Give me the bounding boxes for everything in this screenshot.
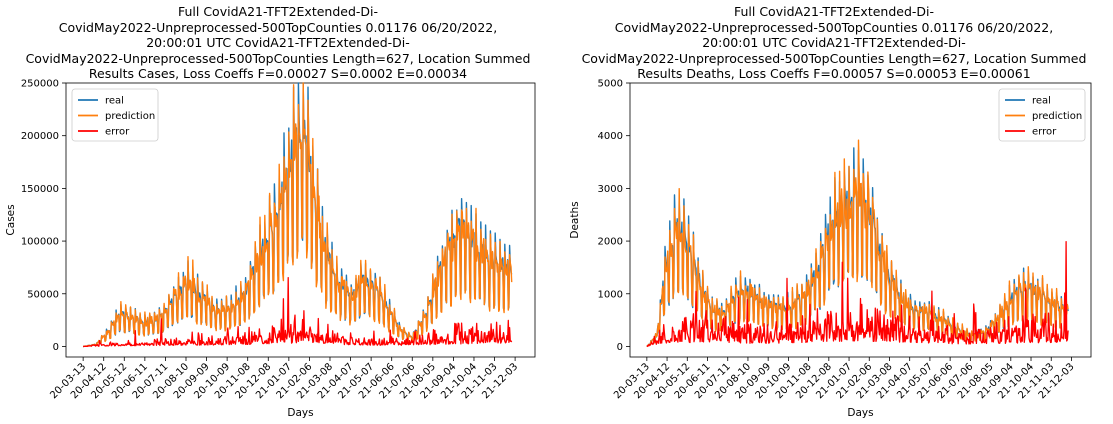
title-line: CovidMay2022-Unpreprocessed-500TopCounti… bbox=[58, 19, 498, 35]
y-tick-label: 0 bbox=[53, 342, 59, 353]
title-line: Results Deaths, Loss Coeffs F=0.00057 S=… bbox=[637, 66, 1031, 82]
legend-label: error bbox=[1032, 127, 1057, 138]
x-axis-label: Days bbox=[847, 407, 873, 419]
deaths-chart-panel: Full CovidA21-TFT2Extended-Di- CovidMay2… bbox=[556, 0, 1113, 424]
title-line: 20:00:01 UTC CovidA21-TFT2Extended-Di- bbox=[702, 35, 966, 51]
legend-box bbox=[998, 88, 1086, 142]
plot-frame bbox=[65, 82, 536, 358]
series-error-line bbox=[83, 276, 513, 348]
y-tick-label: 4000 bbox=[598, 131, 623, 142]
legend-label: real bbox=[105, 96, 124, 107]
legend-label: prediction bbox=[105, 111, 155, 122]
title-line: Full CovidA21-TFT2Extended-Di- bbox=[733, 4, 935, 19]
y-tick-label: 1000 bbox=[598, 289, 623, 300]
y-tick-label: 150000 bbox=[21, 184, 59, 195]
legend-box bbox=[71, 88, 159, 142]
deaths-chart: 01000200030004000500020-03-1320-04-1220-… bbox=[569, 79, 1092, 419]
y-tick-label: 100000 bbox=[21, 237, 59, 248]
legend-label: real bbox=[1032, 96, 1051, 107]
y-tick-label: 250000 bbox=[21, 79, 59, 90]
legend-label: prediction bbox=[1032, 111, 1082, 122]
y-tick-label: 200000 bbox=[21, 131, 59, 142]
x-axis-label: Days bbox=[287, 407, 313, 419]
title-line: 20:00:01 UTC CovidA21-TFT2Extended-Di- bbox=[146, 35, 410, 51]
series-error-line bbox=[646, 241, 1069, 348]
plot-frame bbox=[629, 82, 1092, 358]
legend-label: error bbox=[105, 127, 130, 138]
y-tick-label: 0 bbox=[617, 342, 623, 353]
series-prediction-line bbox=[83, 82, 513, 348]
y-tick-label: 5000 bbox=[598, 79, 623, 90]
y-tick-label: 50000 bbox=[27, 289, 59, 300]
title-line: CovidMay2022-Unpreprocessed-500TopCounti… bbox=[614, 19, 1054, 35]
title-line: CovidMay2022-Unpreprocessed-500TopCounti… bbox=[581, 50, 1087, 66]
cases-chart: 05000010000015000020000025000020-03-1320… bbox=[5, 79, 536, 419]
series-prediction-line bbox=[646, 139, 1069, 347]
cases-chart-panel: Full CovidA21-TFT2Extended-Di- CovidMay2… bbox=[0, 0, 556, 424]
y-tick-label: 3000 bbox=[598, 184, 623, 195]
y-axis-label: Deaths bbox=[569, 201, 581, 238]
title-line: Full CovidA21-TFT2Extended-Di- bbox=[177, 4, 379, 19]
y-axis-label: Cases bbox=[5, 204, 17, 235]
title-line: Results Cases, Loss Coeffs F=0.00027 S=0… bbox=[88, 66, 468, 82]
chart-title: Full CovidA21-TFT2Extended-Di- CovidMay2… bbox=[556, 4, 1112, 82]
title-line: CovidMay2022-Unpreprocessed-500TopCounti… bbox=[25, 50, 531, 66]
chart-title: Full CovidA21-TFT2Extended-Di- CovidMay2… bbox=[0, 4, 556, 82]
y-tick-label: 2000 bbox=[598, 237, 623, 248]
